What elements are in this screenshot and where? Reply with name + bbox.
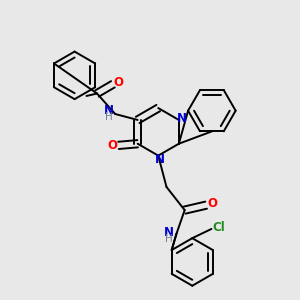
Text: Cl: Cl [212,221,225,234]
Text: O: O [108,139,118,152]
Text: N: N [176,112,187,125]
Text: N: N [164,226,174,239]
Text: N: N [104,103,114,116]
Text: N: N [155,153,165,166]
Text: H: H [105,112,113,122]
Text: O: O [113,76,123,89]
Text: O: O [207,197,217,210]
Text: H: H [165,234,173,244]
